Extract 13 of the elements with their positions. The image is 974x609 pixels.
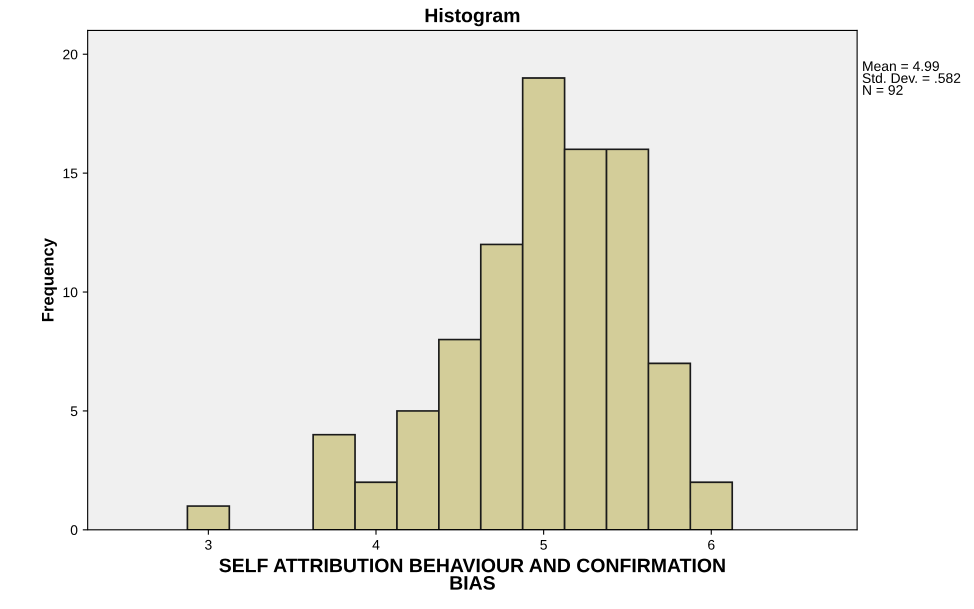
y-tick-label: 5 xyxy=(70,406,78,416)
x-axis-title: SELF ATTRIBUTION BEHAVIOUR AND CONFIRMATION BIAS xyxy=(219,558,725,590)
y-tick-label: 0 xyxy=(70,525,78,535)
x-tick-label: 4 xyxy=(372,540,380,550)
y-tick-label: 20 xyxy=(63,50,78,60)
text: Mean = 4.99 Std. Dev. = .582 N = 92 xyxy=(862,61,960,95)
chart-title: Histogram xyxy=(426,8,520,26)
y-axis-title: Frequency xyxy=(42,238,57,322)
x-tick-label: 3 xyxy=(205,540,212,550)
x-tick-label: 5 xyxy=(540,540,547,550)
x-tick-label: 6 xyxy=(708,540,715,550)
y-tick-label: 15 xyxy=(64,168,78,178)
y-tick-label: 10 xyxy=(64,287,78,298)
